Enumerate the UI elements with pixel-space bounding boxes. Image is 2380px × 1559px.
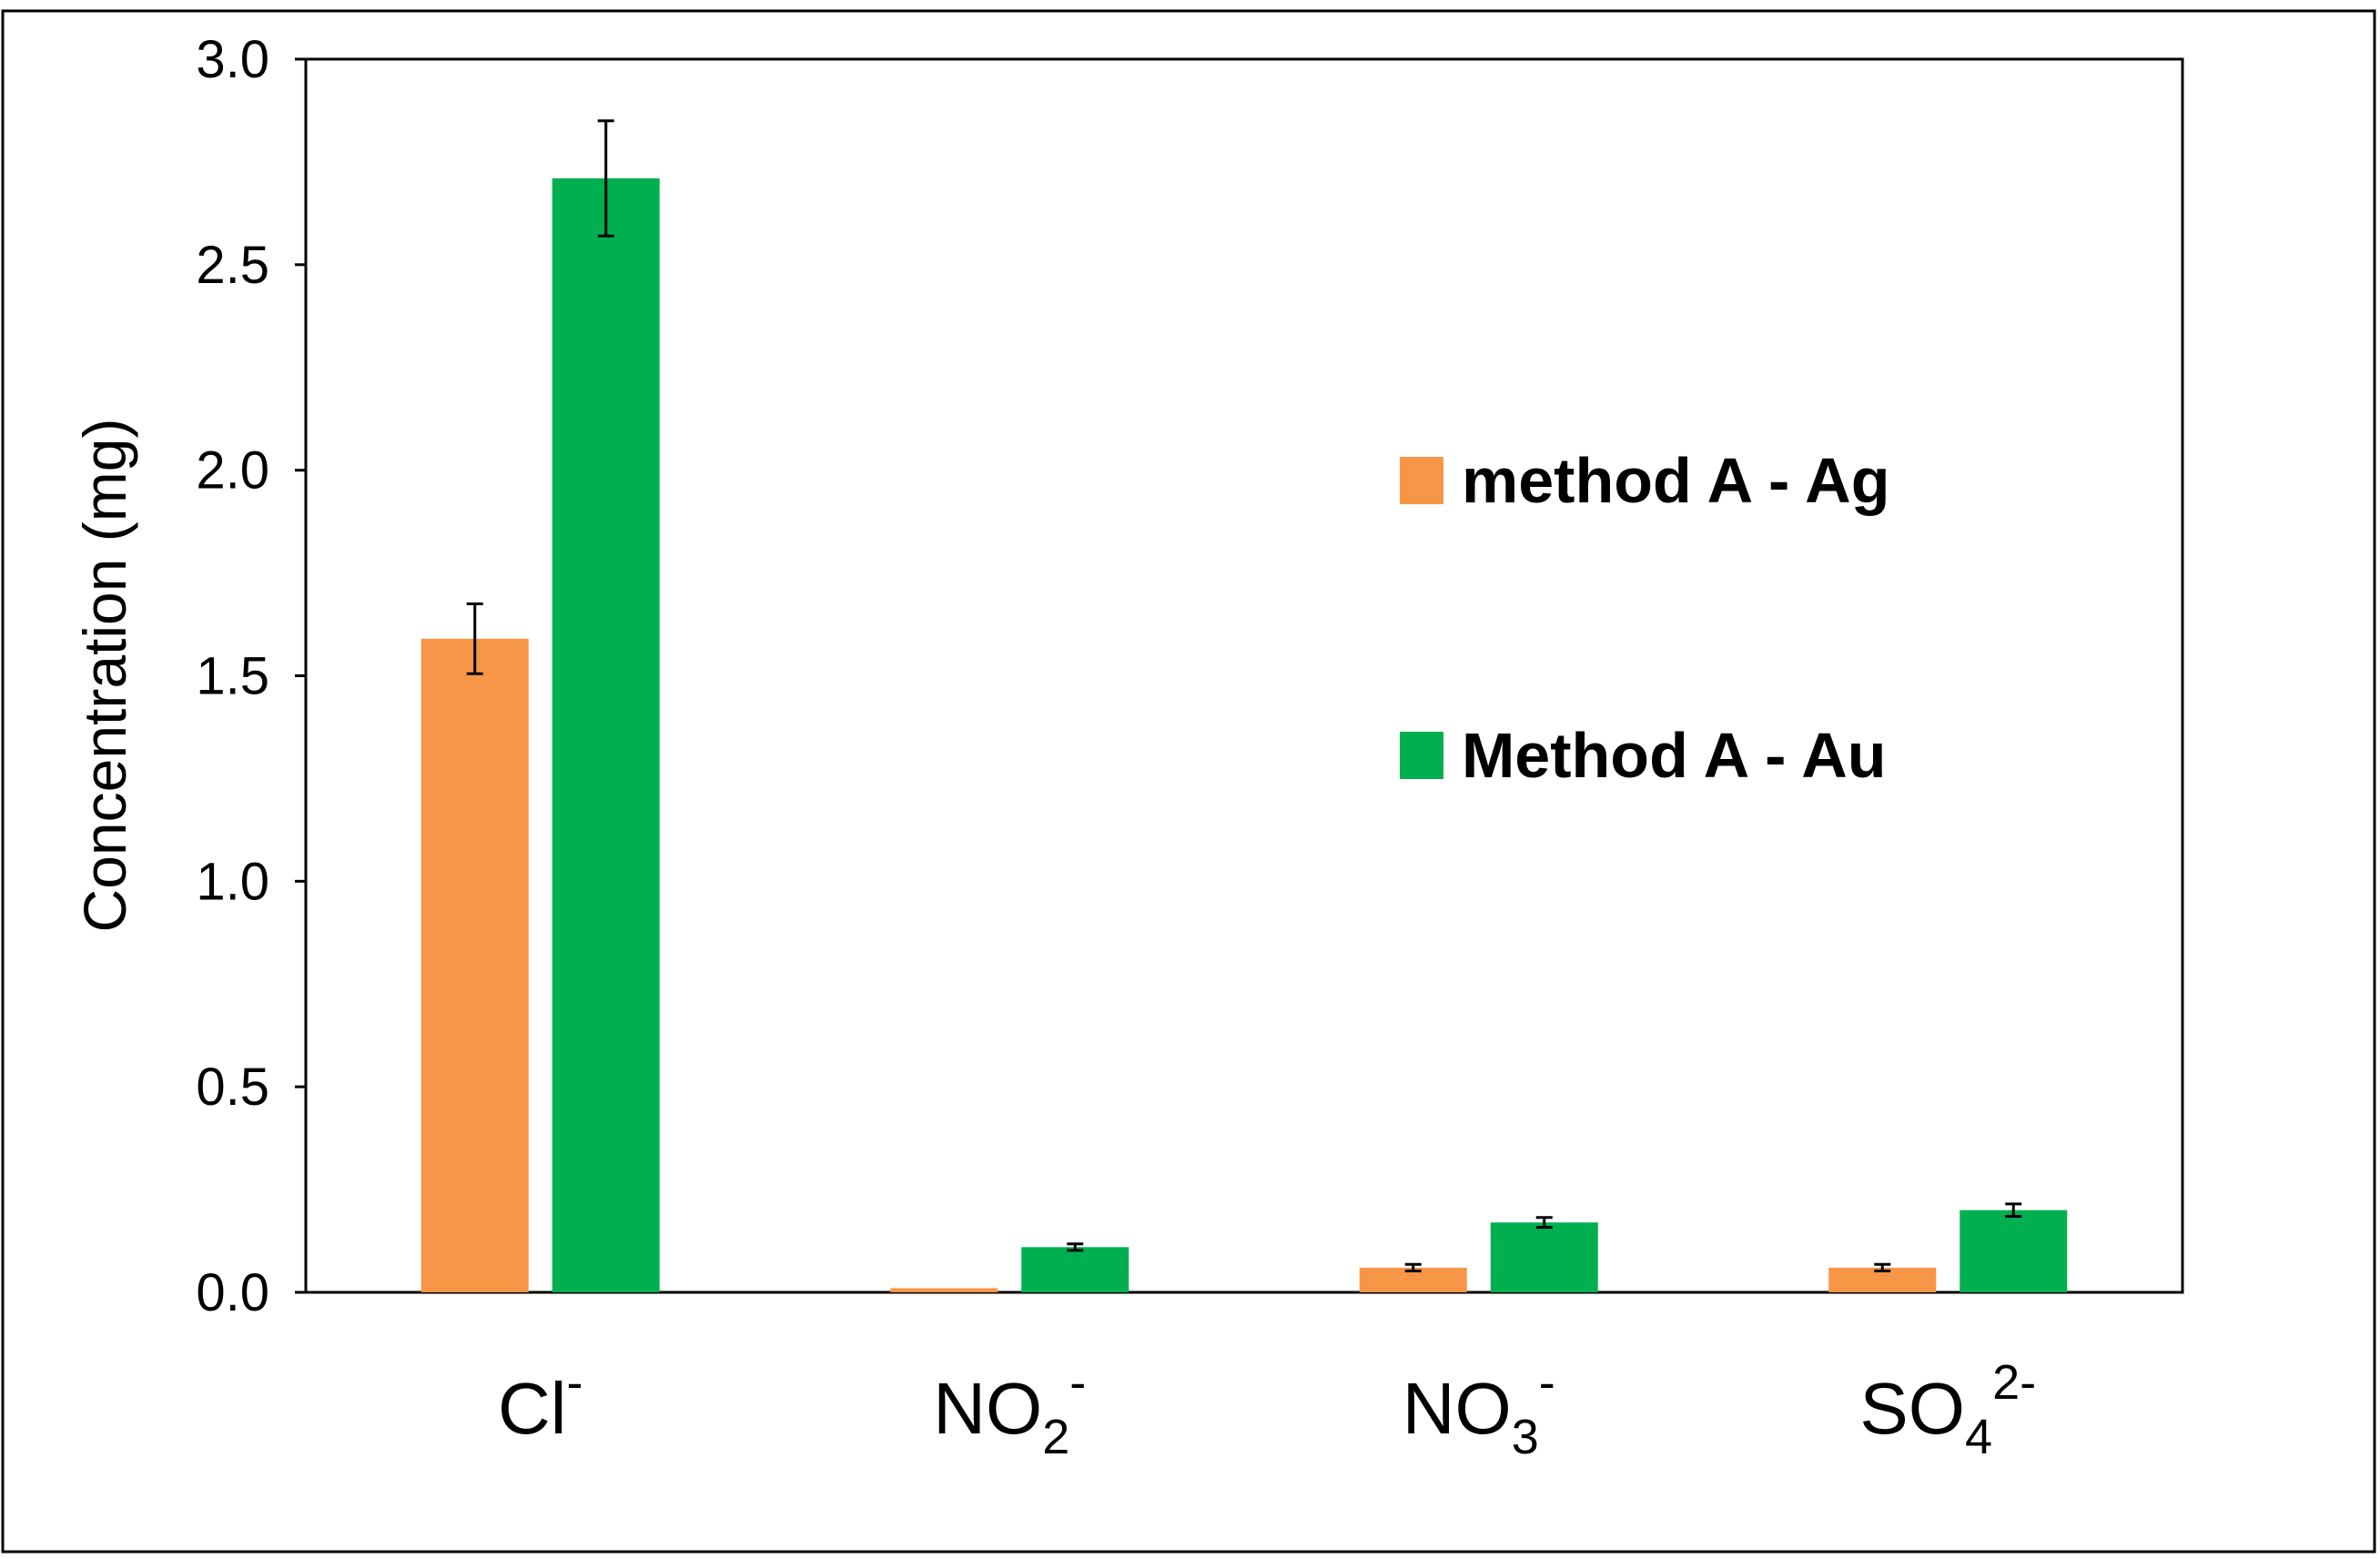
error-bar — [466, 602, 483, 675]
error-bar — [597, 119, 614, 238]
x-axis-labels: Cl- NO2- NO3- SO42- — [498, 1355, 2036, 1464]
bar-au — [1490, 1222, 1598, 1292]
y-tick-label: 1.0 — [196, 852, 269, 911]
error-bar — [2005, 1202, 2022, 1218]
bar-ag — [890, 1288, 998, 1292]
bar-au — [552, 177, 660, 1292]
error-bar — [1067, 1242, 1084, 1252]
error-bar — [1874, 1262, 1891, 1273]
y-tick-label: 2.0 — [196, 441, 269, 501]
y-tick-label: 0.5 — [196, 1058, 269, 1117]
legend-label: method A - Ag — [1462, 445, 1889, 516]
error-bar — [1404, 1262, 1422, 1273]
error-bar — [1535, 1216, 1553, 1230]
bar-au — [1960, 1210, 2068, 1292]
y-axis: 0.0 0.5 1.0 1.5 2.0 2.5 3.0 — [196, 30, 306, 1322]
legend-label: Method A - Au — [1462, 720, 1887, 791]
legend-item: method A - Ag — [1400, 445, 1889, 516]
legend-swatch — [1400, 457, 1443, 504]
figure-border — [1, 9, 2376, 1554]
bar-ag — [420, 638, 529, 1292]
legend-item: Method A - Au — [1400, 720, 1887, 791]
bar-au — [1021, 1247, 1129, 1292]
x-tick-label: Cl- — [498, 1355, 583, 1449]
y-tick-label: 3.0 — [196, 30, 269, 89]
bars-group — [420, 177, 2068, 1292]
y-axis-title: Concentration (mg) — [71, 419, 138, 933]
y-tick-label: 1.5 — [196, 647, 269, 706]
legend: method A - Ag Method A - Au — [1400, 445, 1889, 791]
x-tick-label: SO42- — [1859, 1355, 2036, 1464]
x-tick-label: NO3- — [1403, 1355, 1555, 1464]
error-bars-group — [466, 119, 2022, 1273]
legend-swatch — [1400, 732, 1443, 779]
x-tick-label: NO2- — [933, 1355, 1086, 1464]
y-tick-label: 0.0 — [196, 1263, 269, 1322]
y-tick-label: 2.5 — [196, 236, 269, 295]
